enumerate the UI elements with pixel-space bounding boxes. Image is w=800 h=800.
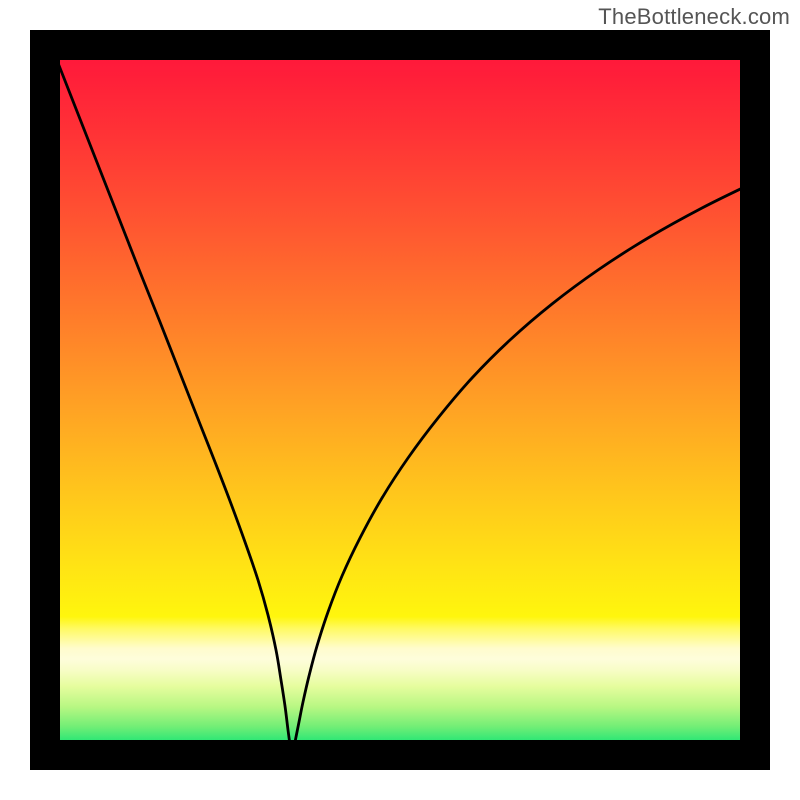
watermark-text: TheBottleneck.com [598, 4, 790, 30]
bottleneck-chart [0, 0, 800, 800]
gradient-background [45, 45, 755, 755]
